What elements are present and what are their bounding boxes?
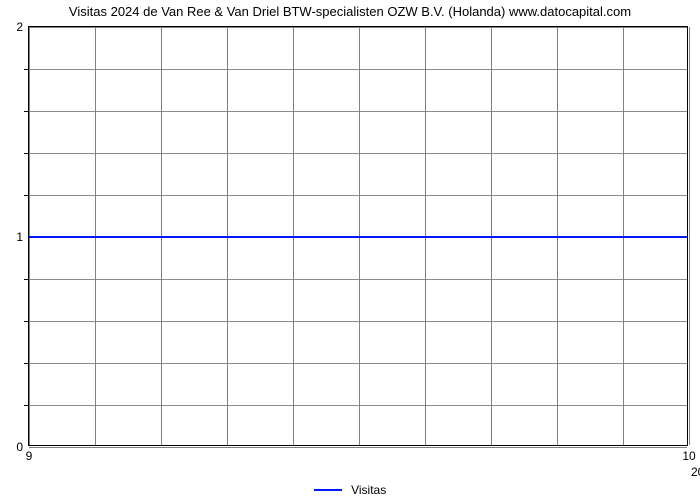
y-minor-tick bbox=[24, 69, 29, 70]
y-minor-tick bbox=[24, 363, 29, 364]
gridline-horizontal-minor bbox=[29, 363, 687, 364]
gridline-horizontal-minor bbox=[29, 279, 687, 280]
gridline-horizontal-minor bbox=[29, 195, 687, 196]
y-tick-label: 0 bbox=[16, 440, 23, 454]
gridline-horizontal-minor bbox=[29, 405, 687, 406]
legend-swatch bbox=[314, 489, 342, 491]
series-line-visitas bbox=[29, 236, 687, 238]
legend-label: Visitas bbox=[351, 483, 386, 497]
chart-title: Visitas 2024 de Van Ree & Van Driel BTW-… bbox=[0, 4, 700, 19]
y-minor-tick bbox=[24, 153, 29, 154]
x-tick-label: 10 bbox=[682, 449, 695, 463]
y-tick-label: 2 bbox=[16, 20, 23, 34]
gridline-horizontal-minor bbox=[29, 111, 687, 112]
y-tick-label: 1 bbox=[16, 230, 23, 244]
legend: Visitas bbox=[0, 482, 700, 497]
plot-area: 012910202 bbox=[28, 26, 688, 446]
gridline-horizontal bbox=[29, 447, 687, 448]
gridline-horizontal bbox=[29, 27, 687, 28]
x-axis-right-label: 202 bbox=[691, 465, 700, 479]
y-minor-tick bbox=[24, 111, 29, 112]
y-minor-tick bbox=[24, 321, 29, 322]
line-chart: Visitas 2024 de Van Ree & Van Driel BTW-… bbox=[0, 0, 700, 500]
gridline-horizontal-minor bbox=[29, 153, 687, 154]
gridline-horizontal-minor bbox=[29, 321, 687, 322]
y-minor-tick bbox=[24, 195, 29, 196]
x-tick-label: 9 bbox=[26, 449, 33, 463]
gridline-horizontal-minor bbox=[29, 69, 687, 70]
gridline-vertical bbox=[689, 27, 690, 445]
y-minor-tick bbox=[24, 405, 29, 406]
y-minor-tick bbox=[24, 279, 29, 280]
